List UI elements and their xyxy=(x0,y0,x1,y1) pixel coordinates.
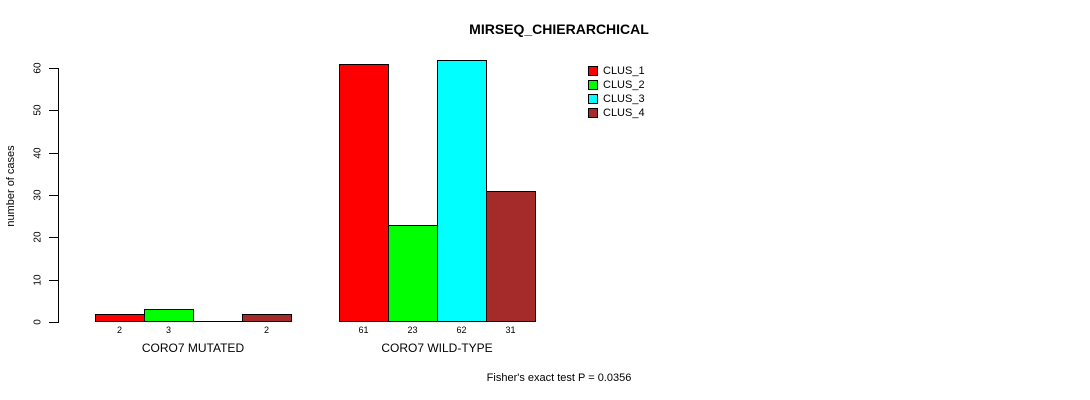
y-tick-label: 50 xyxy=(32,104,44,116)
x-group-label: CORO7 WILD-TYPE xyxy=(381,341,493,355)
legend-swatch-clus_2 xyxy=(588,80,598,90)
legend-label: CLUS_2 xyxy=(603,79,645,91)
y-tick-mark xyxy=(49,110,58,111)
legend-label: CLUS_1 xyxy=(603,65,645,77)
bar-clus_3 xyxy=(437,60,487,322)
legend-swatch-clus_1 xyxy=(588,66,598,76)
legend-label: CLUS_4 xyxy=(603,107,645,119)
legend-item-clus_1: CLUS_1 xyxy=(588,65,645,77)
bar-value-label: 3 xyxy=(165,325,172,335)
y-axis-label: number of cases xyxy=(5,145,17,227)
legend-swatch-clus_3 xyxy=(588,94,598,104)
y-tick-label: 10 xyxy=(32,274,44,286)
y-axis-line xyxy=(58,68,59,323)
y-tick-mark xyxy=(49,195,58,196)
chart-title: MIRSEQ_CHIERARCHICAL xyxy=(469,21,649,37)
bar-value-label: 62 xyxy=(456,325,467,335)
y-tick-mark xyxy=(49,153,58,154)
bar-value-label: 2 xyxy=(116,325,123,335)
bar-clus_4 xyxy=(242,314,292,322)
y-tick-mark xyxy=(49,322,58,323)
bar-value-label: 61 xyxy=(358,325,369,335)
legend-item-clus_3: CLUS_3 xyxy=(588,93,645,105)
bar-value-label: 31 xyxy=(505,325,516,335)
y-tick-label: 0 xyxy=(32,319,44,325)
bar-clus_1 xyxy=(339,64,389,322)
y-tick-mark xyxy=(49,237,58,238)
legend-label: CLUS_3 xyxy=(603,93,645,105)
bar-clus_2 xyxy=(144,309,194,322)
y-tick-mark xyxy=(49,280,58,281)
bar-value-label: 23 xyxy=(407,325,418,335)
legend-swatch-clus_4 xyxy=(588,108,598,118)
y-tick-mark xyxy=(49,68,58,69)
y-tick-label: 20 xyxy=(32,231,44,243)
legend-item-clus_2: CLUS_2 xyxy=(588,79,645,91)
y-tick-label: 40 xyxy=(32,147,44,159)
bar-clus_4 xyxy=(486,191,536,322)
bar-value-label: 2 xyxy=(263,325,270,335)
y-tick-label: 30 xyxy=(32,189,44,201)
bar-clus_3-zero xyxy=(193,321,243,322)
bar-clus_2 xyxy=(388,225,438,322)
fisher-test-note: Fisher's exact test P = 0.0356 xyxy=(486,372,632,384)
legend-item-clus_4: CLUS_4 xyxy=(588,107,645,119)
bar-clus_1 xyxy=(95,314,145,322)
y-tick-label: 60 xyxy=(32,62,44,74)
x-group-label: CORO7 MUTATED xyxy=(141,341,245,355)
